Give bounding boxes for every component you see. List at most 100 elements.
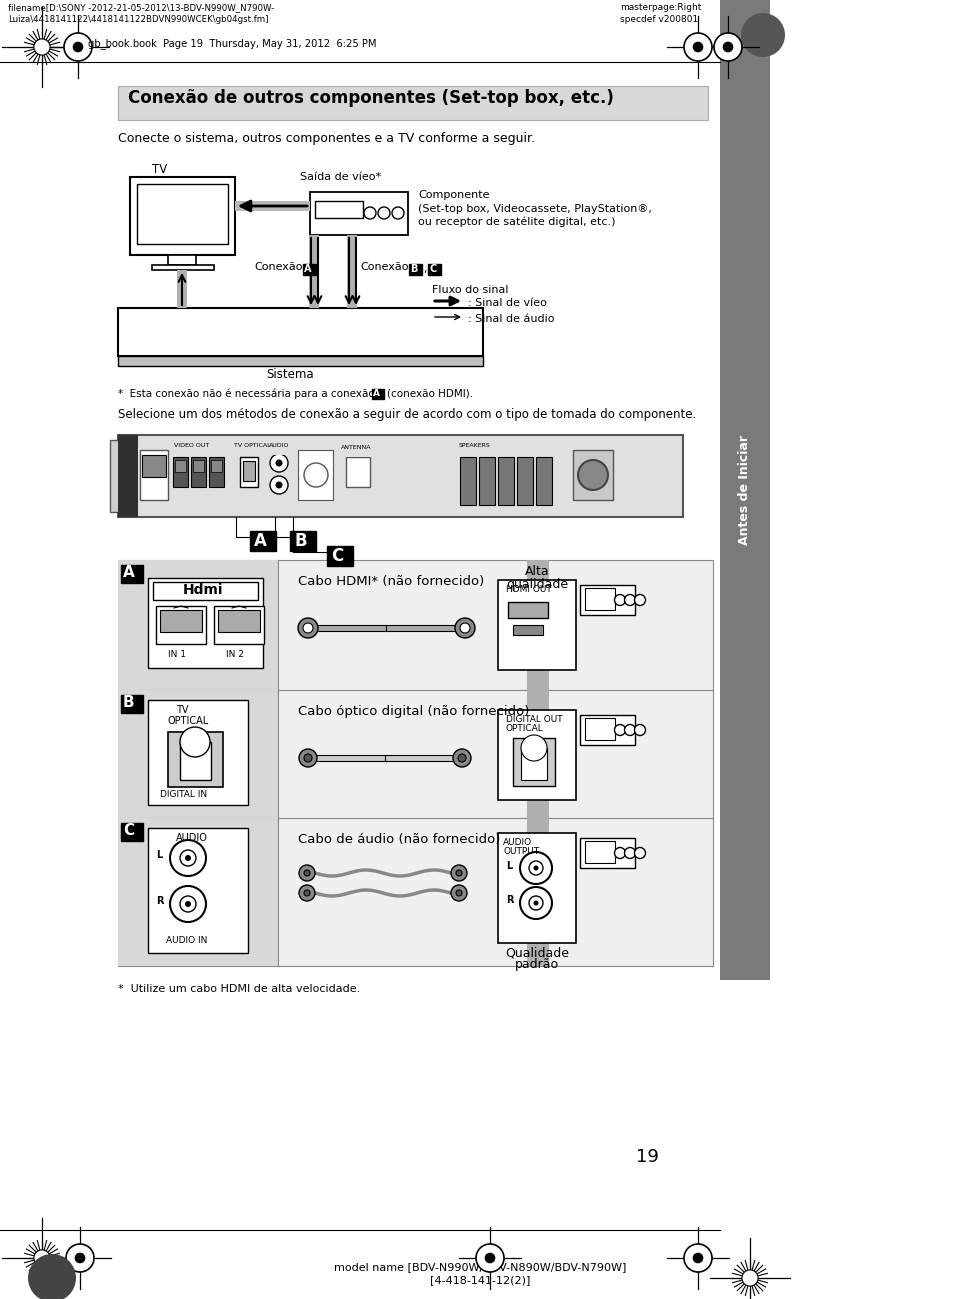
Bar: [152, 265, 214, 270]
Bar: [118, 560, 713, 690]
Bar: [536, 457, 552, 505]
Circle shape: [73, 42, 84, 52]
Circle shape: [180, 850, 196, 866]
Text: qualidade: qualidade: [506, 578, 568, 591]
Bar: [118, 690, 713, 818]
Circle shape: [684, 1244, 712, 1272]
Text: Hdmi: Hdmi: [183, 583, 224, 598]
Text: AUDIO: AUDIO: [269, 443, 290, 448]
Bar: [173, 457, 188, 487]
Text: [4-418-141-12(2)]: [4-418-141-12(2)]: [430, 1276, 530, 1285]
Text: Conexão: Conexão: [254, 262, 302, 271]
Text: AUDIO: AUDIO: [503, 838, 532, 847]
Bar: [148, 827, 248, 953]
Bar: [180, 742, 211, 779]
Text: Fluxo do sinal: Fluxo do sinal: [432, 284, 509, 295]
Text: R: R: [506, 895, 514, 905]
Text: B: B: [123, 695, 134, 711]
Bar: [160, 611, 202, 633]
Circle shape: [485, 1252, 495, 1264]
Text: AUDIO: AUDIO: [176, 833, 208, 843]
Bar: [347, 235, 357, 308]
Circle shape: [520, 887, 552, 918]
Bar: [118, 818, 278, 966]
Text: (conexão HDMI).: (conexão HDMI).: [387, 388, 473, 397]
Bar: [409, 264, 422, 275]
Bar: [521, 748, 547, 779]
Bar: [580, 585, 635, 614]
Bar: [310, 192, 408, 235]
Circle shape: [635, 725, 645, 735]
Circle shape: [520, 852, 552, 885]
Circle shape: [460, 624, 470, 633]
Text: Conexão: Conexão: [360, 262, 409, 271]
Text: (Set-top box, Videocassete, PlayStation®,: (Set-top box, Videocassete, PlayStation®…: [418, 204, 652, 214]
Text: ANTENNA: ANTENNA: [341, 446, 372, 449]
Text: TV OPTICAL: TV OPTICAL: [234, 443, 271, 448]
Circle shape: [304, 890, 310, 896]
Bar: [233, 443, 265, 455]
Bar: [118, 356, 483, 366]
Circle shape: [476, 1244, 504, 1272]
Bar: [168, 733, 223, 787]
Bar: [175, 460, 186, 472]
Bar: [527, 560, 549, 966]
Text: gb_book.book  Page 19  Thursday, May 31, 2012  6:25 PM: gb_book.book Page 19 Thursday, May 31, 2…: [88, 39, 376, 49]
Bar: [250, 531, 276, 551]
Bar: [118, 435, 683, 517]
Bar: [191, 457, 206, 487]
Bar: [458, 443, 558, 455]
Circle shape: [456, 890, 462, 896]
Circle shape: [625, 725, 636, 735]
Text: B: B: [410, 264, 418, 274]
Bar: [173, 443, 208, 455]
Circle shape: [304, 870, 310, 876]
Bar: [118, 560, 278, 690]
Text: A: A: [254, 533, 267, 549]
Circle shape: [534, 865, 539, 870]
Circle shape: [635, 847, 645, 859]
Bar: [142, 455, 166, 477]
Bar: [268, 443, 290, 455]
Circle shape: [392, 207, 404, 220]
Text: C: C: [429, 264, 436, 274]
Circle shape: [170, 886, 206, 922]
Bar: [585, 588, 615, 611]
Text: Sistema: Sistema: [266, 368, 314, 381]
Bar: [177, 270, 187, 308]
Circle shape: [529, 896, 543, 911]
Circle shape: [276, 460, 282, 466]
Bar: [148, 700, 248, 805]
Text: filename[D:\SONY -2012-21-05-2012\13-BDV-N990W_N790W-: filename[D:\SONY -2012-21-05-2012\13-BDV…: [8, 3, 275, 12]
Text: DIGITAL IN: DIGITAL IN: [160, 790, 207, 799]
Bar: [303, 264, 316, 275]
Text: TV: TV: [176, 705, 188, 714]
Bar: [498, 579, 576, 670]
Circle shape: [455, 618, 475, 638]
Text: Antes de Iniciar: Antes de Iniciar: [737, 435, 751, 546]
Circle shape: [299, 885, 315, 902]
Text: C: C: [123, 824, 134, 838]
Circle shape: [723, 42, 733, 52]
Bar: [508, 601, 548, 618]
Bar: [315, 201, 363, 218]
Bar: [121, 824, 143, 840]
Bar: [372, 388, 384, 399]
Circle shape: [534, 900, 539, 905]
Bar: [498, 711, 576, 800]
Circle shape: [451, 865, 467, 881]
Circle shape: [180, 727, 210, 757]
Bar: [308, 625, 465, 631]
Circle shape: [614, 595, 626, 605]
Text: Conecte o sistema, outros componentes e a TV conforme a seguir.: Conecte o sistema, outros componentes e …: [118, 132, 535, 145]
Text: OPTICAL: OPTICAL: [168, 716, 209, 726]
Text: 19: 19: [636, 1148, 659, 1167]
Bar: [140, 449, 168, 500]
Circle shape: [299, 750, 317, 766]
Bar: [218, 611, 260, 633]
Bar: [168, 255, 196, 265]
Bar: [243, 461, 255, 481]
Circle shape: [185, 855, 191, 861]
Bar: [308, 755, 462, 761]
Circle shape: [64, 32, 92, 61]
